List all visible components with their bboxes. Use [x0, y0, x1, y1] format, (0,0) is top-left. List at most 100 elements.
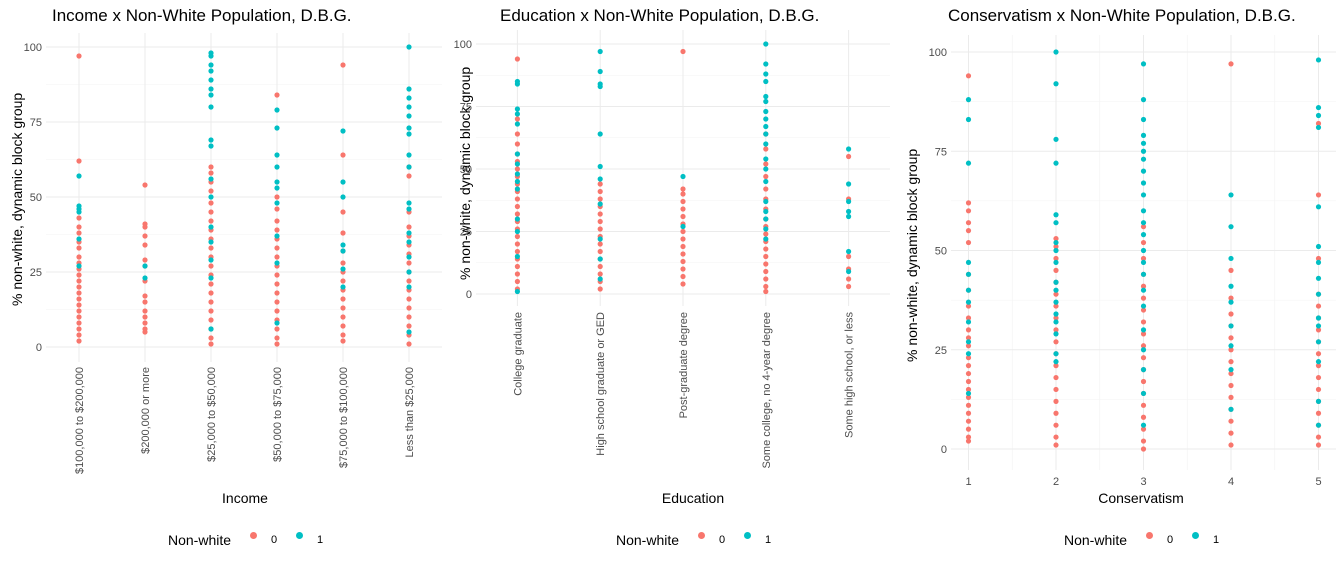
data-point: [965, 327, 972, 333]
data-point: [76, 230, 82, 236]
data-point: [514, 241, 520, 247]
data-point: [846, 181, 852, 187]
data-point: [274, 254, 280, 260]
legend-dot-0: [1146, 532, 1153, 539]
data-point: [514, 253, 520, 260]
data-point: [76, 245, 82, 251]
data-point: [763, 123, 769, 130]
data-point: [680, 273, 686, 280]
data-point: [965, 97, 972, 103]
data-point: [142, 320, 148, 326]
data-point: [1140, 259, 1147, 266]
x-axis-title: Income: [222, 490, 268, 506]
data-point: [1053, 255, 1059, 262]
x-tick-label: $200,000 or more: [140, 367, 152, 454]
data-point: [965, 116, 972, 123]
data-point: [406, 152, 412, 158]
legend-key-0: 0: [719, 534, 726, 546]
data-point: [846, 276, 852, 282]
data-point: [76, 320, 82, 326]
x-tick-label: $75,000 to $100,000: [338, 367, 350, 468]
y-tick-label: 0: [36, 342, 42, 354]
data-point: [340, 296, 346, 302]
data-point: [1140, 97, 1147, 103]
y-tick-label: 100: [454, 39, 472, 51]
data-point: [340, 284, 346, 290]
data-point: [208, 299, 214, 305]
data-point: [142, 224, 148, 230]
data-point: [208, 53, 214, 59]
data-point: [1228, 343, 1234, 349]
data-point: [763, 116, 769, 122]
data-point: [763, 108, 769, 115]
data-point: [274, 272, 280, 278]
data-point: [1228, 442, 1234, 448]
data-point: [514, 131, 520, 137]
data-point: [1140, 446, 1147, 452]
data-point: [274, 179, 280, 185]
data-point: [1140, 347, 1147, 353]
data-point: [274, 206, 280, 212]
data-point: [514, 141, 520, 147]
data-point: [597, 271, 603, 277]
data-point: [76, 263, 82, 269]
data-point: [965, 228, 972, 234]
data-point: [965, 315, 972, 321]
data-point: [1315, 192, 1322, 198]
data-point: [597, 236, 603, 242]
gridlines: [476, 30, 890, 306]
data-point: [142, 182, 148, 188]
series-1: [76, 44, 412, 335]
data-point: [597, 68, 603, 75]
data-point: [76, 224, 82, 230]
data-point: [965, 335, 972, 341]
data-point: [76, 338, 82, 344]
data-point: [406, 314, 412, 320]
data-point: [1140, 390, 1147, 397]
data-point: [680, 228, 686, 235]
data-point: [76, 326, 82, 332]
data-point: [1140, 355, 1147, 361]
data-point: [514, 81, 520, 87]
data-point: [965, 434, 972, 440]
data-point: [965, 271, 972, 277]
data-point: [763, 283, 769, 290]
legend-key-0: 0: [271, 534, 278, 546]
data-point: [76, 284, 82, 290]
data-point: [208, 200, 214, 206]
legend-key-1: 1: [1213, 534, 1220, 546]
chart-title: Conservatism x Non-White Population, D.B…: [948, 6, 1296, 25]
data-point: [763, 141, 769, 147]
data-point: [965, 287, 972, 293]
income-chart-panel: Income x Non-White Population, D.B.G. % …: [0, 0, 448, 566]
data-point: [597, 83, 603, 90]
data-point: [340, 278, 346, 284]
data-point: [846, 198, 852, 205]
x-tick-label: High school graduate or GED: [595, 312, 607, 456]
data-point: [1228, 267, 1234, 273]
data-point: [1053, 279, 1059, 285]
data-point: [1140, 148, 1147, 154]
legend: Non-white 0 1: [168, 532, 338, 550]
data-point: [763, 253, 769, 260]
data-point: [274, 125, 280, 131]
y-tick-label: 75: [30, 117, 42, 129]
data-point: [208, 209, 214, 215]
data-point: [340, 152, 346, 158]
data-point: [208, 137, 214, 143]
data-point: [965, 303, 972, 309]
data-point: [142, 314, 148, 320]
data-point: [763, 226, 769, 232]
data-point: [1315, 323, 1322, 329]
data-point: [1228, 335, 1234, 341]
data-point: [965, 418, 972, 424]
data-point: [763, 231, 769, 237]
data-point: [274, 227, 280, 233]
data-point: [1315, 112, 1322, 119]
data-point: [514, 186, 520, 192]
data-point: [1315, 275, 1322, 281]
data-point: [1140, 414, 1147, 420]
data-point: [76, 236, 82, 242]
data-point: [76, 302, 82, 308]
data-point: [1053, 331, 1059, 337]
